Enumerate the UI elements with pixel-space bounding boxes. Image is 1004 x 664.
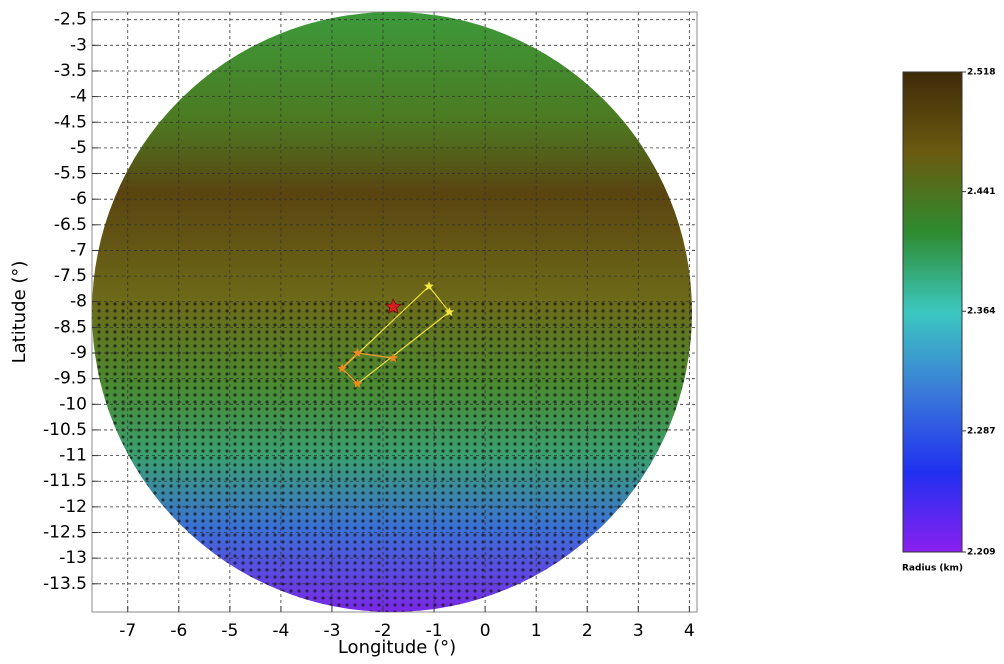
colorbar-tick-label: 2.287: [967, 426, 995, 436]
y-tick-label: -10.5: [43, 420, 87, 440]
x-tick-label: 4: [684, 621, 695, 641]
y-tick-label: -12: [59, 497, 87, 517]
y-tick-label: -4.5: [54, 112, 87, 132]
x-tick-label: -6: [170, 621, 187, 641]
x-tick-label: 1: [531, 621, 542, 641]
y-tick-label: -5.5: [54, 164, 87, 184]
x-tick-label: -7: [119, 621, 136, 641]
x-tick-label: 0: [480, 621, 491, 641]
y-tick-label: -8.5: [54, 317, 87, 337]
colorbar-tick-label: 2.441: [967, 187, 995, 197]
x-tick-label: 2: [582, 621, 593, 641]
y-tick-label: -9.5: [54, 369, 87, 389]
y-tick-label: -12.5: [43, 523, 87, 543]
y-tick-label: -7: [70, 240, 87, 260]
colorbar: [903, 72, 962, 552]
y-tick-label: -11: [59, 446, 87, 466]
surface: [92, 12, 692, 612]
y-tick-label: -10: [59, 394, 87, 414]
y-tick-label: -6.5: [54, 215, 87, 235]
y-tick-label: -4: [70, 87, 87, 107]
y-tick-label: -2.5: [54, 10, 87, 30]
y-tick-label: -8: [70, 292, 87, 312]
x-tick-label: 3: [633, 621, 644, 641]
y-tick-label: -13: [59, 548, 87, 568]
y-tick-label: -3.5: [54, 61, 87, 81]
colorbar-label: Radius (km): [902, 564, 963, 574]
x-tick-label: -3: [323, 621, 340, 641]
y-tick-label: -6: [70, 189, 87, 209]
x-tick-label: -4: [272, 621, 289, 641]
y-axis-label: Latitude (°): [9, 261, 30, 364]
chart: Longitude (°) Latitude (°) Radius (km) -…: [0, 0, 1004, 660]
y-tick-label: -11.5: [43, 471, 87, 491]
x-tick-label: -5: [221, 621, 238, 641]
y-tick-label: -5: [70, 138, 87, 158]
y-tick-label: -13.5: [43, 574, 87, 594]
x-tick-label: -2: [375, 621, 392, 641]
y-tick-label: -7.5: [54, 266, 87, 286]
colorbar-tick-label: 2.364: [967, 307, 995, 317]
x-tick-label: -1: [426, 621, 443, 641]
colorbar-tick-label: 2.518: [967, 68, 995, 78]
colorbar-tick-label: 2.209: [967, 548, 995, 558]
y-tick-label: -3: [70, 35, 87, 55]
y-tick-label: -9: [70, 343, 87, 363]
